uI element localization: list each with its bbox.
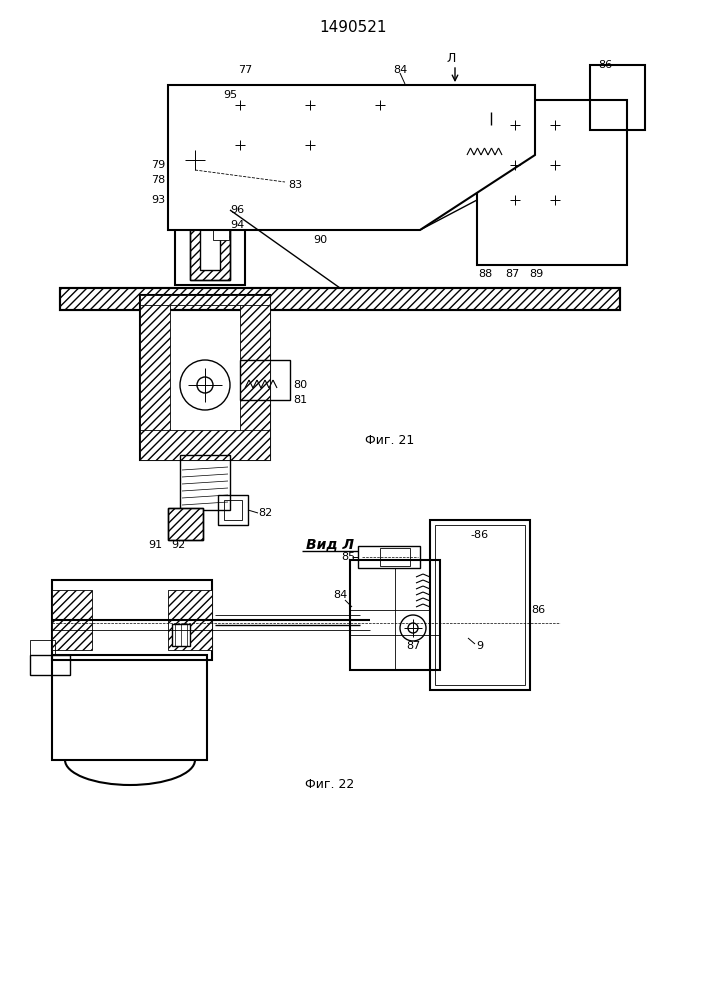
Bar <box>467 112 527 142</box>
Text: 9: 9 <box>477 641 484 651</box>
Bar <box>180 455 230 510</box>
Bar <box>218 495 248 525</box>
Bar <box>358 546 420 568</box>
Text: 87: 87 <box>505 269 519 279</box>
Text: -86: -86 <box>471 530 489 540</box>
Bar <box>30 640 55 655</box>
Bar <box>52 655 207 760</box>
Bar <box>200 110 220 270</box>
Text: 86: 86 <box>598 60 612 70</box>
Bar <box>52 590 92 650</box>
Bar <box>435 525 525 685</box>
Text: Фиг. 21: Фиг. 21 <box>366 434 414 446</box>
Text: 80: 80 <box>293 380 307 390</box>
Text: 81: 81 <box>293 395 307 405</box>
Bar <box>168 590 212 650</box>
Text: 93: 93 <box>151 195 165 205</box>
Bar <box>430 520 530 690</box>
Text: 84: 84 <box>333 590 347 600</box>
Text: 85: 85 <box>341 552 355 562</box>
Bar <box>467 140 487 170</box>
Bar <box>485 125 497 140</box>
Bar <box>172 624 190 646</box>
Bar <box>60 288 620 310</box>
Bar <box>52 580 212 660</box>
Bar <box>204 99 218 107</box>
Bar <box>224 500 242 520</box>
Bar <box>213 208 229 223</box>
Text: 88: 88 <box>478 269 492 279</box>
Bar <box>140 295 170 460</box>
Bar <box>213 225 229 240</box>
Polygon shape <box>168 85 535 230</box>
Bar <box>380 548 410 566</box>
Bar <box>168 508 203 540</box>
Bar <box>200 87 222 105</box>
Bar <box>240 360 290 400</box>
Text: Л: Л <box>446 51 456 64</box>
Text: 87: 87 <box>406 641 420 651</box>
Bar <box>140 295 270 305</box>
Bar <box>477 100 627 265</box>
Bar <box>140 295 270 460</box>
Text: 92: 92 <box>171 540 185 550</box>
Text: 95: 95 <box>223 90 237 100</box>
Bar <box>190 100 230 280</box>
Text: 96: 96 <box>230 205 244 215</box>
Bar <box>60 288 620 310</box>
Text: 91: 91 <box>148 540 162 550</box>
Text: 90: 90 <box>313 235 327 245</box>
Bar <box>175 95 245 285</box>
Text: 94: 94 <box>230 220 244 230</box>
Text: 77: 77 <box>238 65 252 75</box>
Text: 84: 84 <box>393 65 407 75</box>
Text: Фиг. 22: Фиг. 22 <box>305 778 355 792</box>
Bar <box>350 560 440 670</box>
Text: 1490521: 1490521 <box>320 20 387 35</box>
Bar <box>590 65 645 130</box>
Text: 89: 89 <box>529 269 543 279</box>
Bar <box>140 430 270 460</box>
Text: 79: 79 <box>151 160 165 170</box>
Text: 86: 86 <box>531 605 545 615</box>
Text: 82: 82 <box>258 508 272 518</box>
Text: 83: 83 <box>288 180 302 190</box>
Bar <box>190 100 230 280</box>
Bar <box>240 295 270 460</box>
Text: Вид Л: Вид Л <box>306 538 354 552</box>
Bar <box>30 655 70 675</box>
Bar <box>168 508 203 540</box>
Text: 78: 78 <box>151 175 165 185</box>
